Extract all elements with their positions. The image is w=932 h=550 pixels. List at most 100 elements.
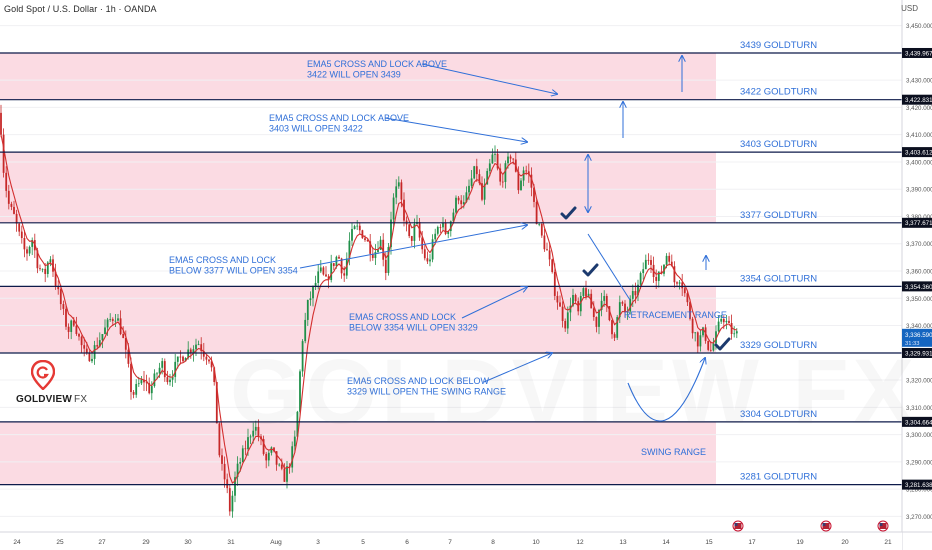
candle-body-17: [44, 268, 47, 275]
candle-body-99: [257, 426, 260, 437]
candle-body-180: [468, 185, 470, 193]
time-tick-14: 13: [619, 539, 627, 546]
candle-body-279: [725, 320, 728, 323]
level-label-5: 3329 GOLDTURN: [740, 340, 817, 351]
candle-body-11: [28, 246, 31, 254]
candle-body-47: [122, 334, 125, 338]
candle-body-225: [585, 288, 587, 297]
us-flag-event-icon-2[interactable]: [877, 520, 889, 532]
price-axis[interactable]: 3,450.0003,440.0003,430.0003,420.0003,41…: [901, 0, 932, 550]
candle-body-132: [343, 273, 346, 276]
candle-body-229: [595, 317, 598, 327]
candle-body-61: [158, 367, 161, 374]
price-tick-13: 3,320.000: [906, 378, 932, 385]
level-price-tag-text-3: 3,377.671: [905, 220, 932, 227]
candle-body-128: [332, 263, 335, 266]
candle-body-270: [702, 327, 704, 336]
time-tick-11: 8: [491, 539, 495, 546]
candle-body-40: [104, 327, 106, 335]
time-tick-10: 7: [448, 539, 452, 546]
candle-body-233: [605, 296, 608, 307]
candle-body-90: [234, 477, 236, 496]
candle-body-205: [533, 187, 535, 202]
candle-body-148: [384, 259, 387, 273]
level-label-1: 3422 GOLDTURN: [740, 87, 817, 98]
candle-body-143: [371, 253, 374, 259]
candle-body-93: [241, 448, 244, 463]
candle-body-184: [478, 174, 481, 184]
candle-body-145: [377, 249, 379, 253]
candle-body-177: [460, 200, 463, 205]
time-tick-1: 25: [56, 539, 64, 546]
price-tick-17: 3,280.000: [906, 487, 932, 494]
candle-body-7: [18, 223, 21, 232]
location-pin-icon: [31, 360, 55, 390]
candle-body-236: [613, 334, 616, 338]
candle-body-231: [600, 300, 603, 310]
candle-body-232: [603, 296, 606, 301]
candle-body-239: [621, 302, 624, 304]
current-price-tag[interactable]: [902, 328, 932, 347]
us-flag-event-icon-2-canton: [879, 523, 883, 526]
candle-body-123: [319, 267, 322, 272]
ema-layer: [0, 134, 737, 484]
candle-body-197: [512, 158, 515, 160]
retracement-trend-line: [587, 233, 631, 301]
candle-body-59: [153, 373, 156, 387]
candle-body-218: [566, 312, 569, 329]
annotation-2-line-0: EMA5 CROSS AND LOCK: [169, 255, 276, 265]
annotation-arrow-3: [461, 287, 527, 319]
candle-body-185: [481, 183, 483, 200]
candle-body-116: [301, 341, 304, 372]
candle-body-266: [691, 318, 694, 334]
symbol-title[interactable]: Gold Spot / U.S. Dollar · 1h · OANDA: [4, 4, 157, 14]
candle-body-27: [70, 320, 73, 332]
candle-body-4: [10, 203, 13, 207]
candle-body-98: [254, 426, 257, 431]
candle-body-55: [143, 379, 145, 383]
candle-body-64: [166, 377, 169, 383]
ema5-line: [0, 134, 737, 484]
candle-body-171: [444, 222, 447, 234]
zone-band-1: [0, 152, 716, 223]
candle-body-261: [678, 282, 681, 284]
candle-body-76: [197, 344, 200, 346]
candle-body-88: [228, 488, 231, 512]
candle-body-130: [338, 256, 340, 259]
price-axis-background: [902, 0, 932, 550]
zone-band-3: [0, 421, 716, 485]
candle-body-238: [618, 302, 621, 318]
candle-body-277: [720, 318, 723, 322]
level-label-7: 3281 GOLDTURN: [740, 472, 817, 483]
candle-body-189: [491, 154, 494, 164]
currency-label[interactable]: USD: [901, 4, 918, 13]
level-label-3: 3377 GOLDTURN: [740, 210, 817, 221]
candle-body-181: [470, 178, 473, 186]
candle-body-84: [218, 423, 221, 456]
candle-body-49: [127, 349, 130, 364]
candle-body-155: [403, 199, 405, 221]
candle-body-211: [548, 250, 551, 260]
candle-body-73: [189, 349, 192, 353]
candle-body-248: [644, 259, 647, 270]
candle-body-188: [488, 163, 491, 171]
candle-body-169: [439, 227, 442, 228]
candle-body-203: [527, 171, 530, 175]
candle-body-105: [273, 447, 275, 452]
us-flag-event-icon-0[interactable]: [732, 520, 744, 532]
candle-body-58: [150, 386, 153, 394]
candle-body-85: [221, 455, 223, 464]
candle-body-122: [317, 271, 320, 283]
candle-body-260: [676, 282, 678, 284]
candle-body-253: [657, 271, 660, 281]
candle-body-217: [564, 320, 567, 329]
us-flag-event-icon-1[interactable]: [820, 520, 832, 532]
time-axis[interactable]: 24 25 27 29 30 31 Aug 3 5 6 7 8 10 12 13 14 15 17 19 20 21: [0, 520, 932, 550]
price-tick-9: 3,360.000: [906, 269, 932, 276]
us-flag-event-icon-2-field: [879, 523, 887, 529]
candle-body-273: [709, 349, 712, 351]
price-tick-16: 3,290.000: [906, 459, 932, 466]
